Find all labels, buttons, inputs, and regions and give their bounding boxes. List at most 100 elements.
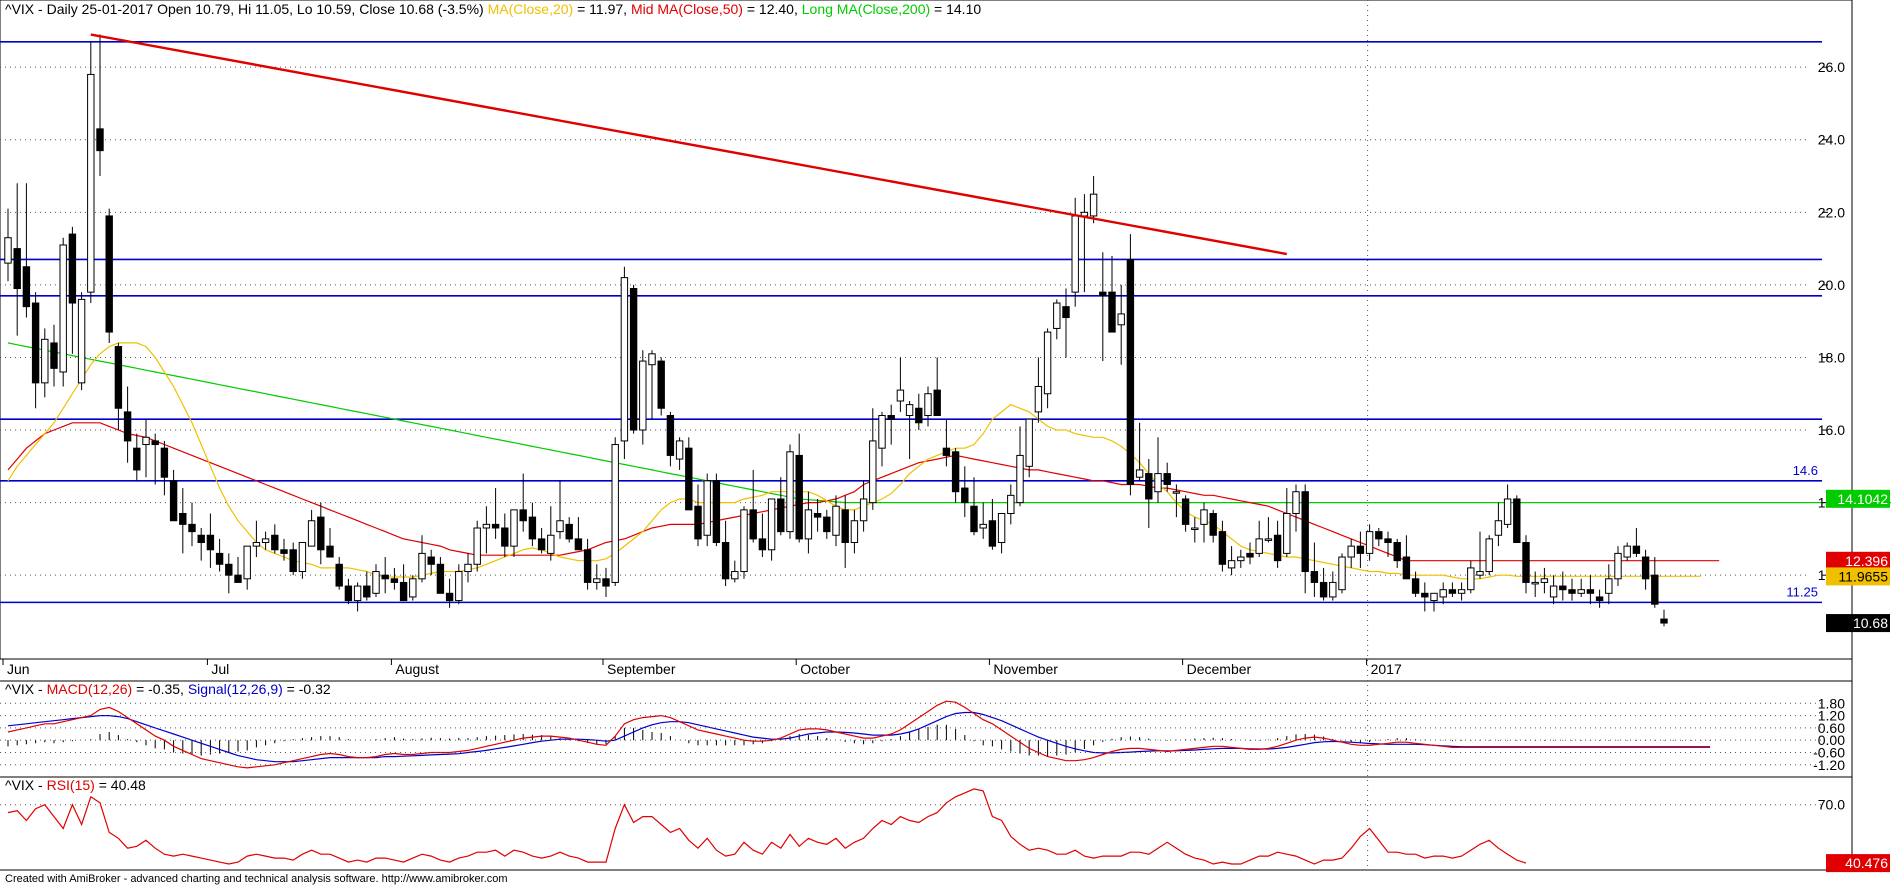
candle-body	[1568, 589, 1576, 594]
candle-body	[528, 516, 537, 540]
candle-body	[363, 585, 371, 598]
candle-body	[399, 581, 408, 602]
candle-body	[77, 298, 86, 384]
candle-body	[777, 498, 785, 533]
y-tick-label: 20.0	[1818, 277, 1845, 293]
candle-body	[537, 538, 546, 551]
candle-body	[445, 592, 454, 602]
candle-body	[1154, 473, 1162, 493]
y-tick-label: 18.0	[1818, 349, 1845, 365]
candle-body	[970, 505, 978, 533]
macd-tick-label: 0.60	[1818, 720, 1845, 736]
candle-body	[1411, 578, 1420, 594]
candle-body	[721, 542, 730, 580]
ma200-label: Long MA(Close,200)	[801, 1, 931, 17]
candle-body	[731, 571, 739, 580]
candle-body	[685, 447, 693, 511]
macd-tick-label: 1.80	[1818, 695, 1845, 711]
candle-body	[565, 523, 573, 540]
candle-body	[1099, 291, 1107, 297]
candle-body	[574, 538, 583, 551]
candle-body	[1605, 578, 1613, 594]
rsi-pane: 70.0 40.476	[0, 788, 1890, 873]
rsi-tick-label: 70.0	[1818, 797, 1845, 813]
candle-body	[1439, 589, 1447, 598]
candle-body	[1586, 589, 1595, 594]
candle-body	[1237, 556, 1245, 562]
rsi-value: = 40.48	[94, 777, 146, 793]
candle-body	[31, 302, 40, 384]
candle-body	[381, 574, 389, 580]
candle-body	[1283, 512, 1291, 554]
month-label: December	[1187, 661, 1252, 677]
price-header-symbol: ^VIX	[5, 1, 35, 17]
trendline-line	[90, 33, 1288, 256]
candle-body	[1540, 578, 1549, 583]
candle-body	[1062, 306, 1070, 319]
macd-tick-label: -0.60	[1813, 744, 1845, 760]
candle-body	[1108, 291, 1116, 333]
candle-body	[1310, 571, 1319, 583]
candle-body	[832, 505, 840, 536]
candle-body	[1329, 581, 1337, 598]
candle-body	[188, 523, 196, 533]
candle-body	[758, 538, 767, 551]
candle-body	[1430, 592, 1438, 602]
candle-body	[1007, 494, 1015, 514]
candle-body	[786, 451, 794, 533]
candle-body	[859, 498, 868, 522]
candle-body	[933, 389, 941, 417]
candle-body	[519, 509, 527, 522]
candle-body	[547, 534, 555, 554]
month-label: Jun	[7, 661, 30, 677]
candle-body	[1218, 531, 1227, 565]
month-label: 2017	[1371, 661, 1402, 677]
candle-body	[767, 498, 776, 551]
candle-body	[942, 447, 951, 456]
candle-body	[123, 411, 132, 442]
candle-body	[1163, 473, 1171, 485]
macd-value: = -0.35,	[132, 681, 188, 697]
candle-body	[427, 556, 435, 565]
candle-body	[133, 447, 141, 471]
candle-body	[59, 244, 67, 373]
candle-body	[261, 538, 270, 544]
value-badge	[1826, 614, 1890, 633]
candle-body	[1614, 552, 1622, 580]
candle-body	[804, 509, 813, 540]
candle-body	[482, 523, 491, 529]
candle-body	[353, 585, 362, 602]
candle-body	[740, 509, 748, 573]
candle-body	[915, 407, 923, 424]
candle-body	[712, 480, 721, 544]
candle-body	[1476, 571, 1484, 576]
trendline	[90, 33, 1288, 256]
candle-body	[243, 545, 251, 580]
candle-body	[1191, 527, 1199, 530]
candle-body	[666, 415, 675, 456]
candle-body	[1246, 552, 1254, 558]
candle-body	[1457, 589, 1466, 594]
candle-body	[1264, 538, 1273, 541]
candle-body	[289, 549, 297, 573]
rsi-label: RSI(15)	[46, 777, 95, 793]
y-tick-label: 22.0	[1818, 204, 1845, 220]
rsi-header-sep: -	[34, 777, 47, 793]
candle-body	[1301, 491, 1309, 573]
candle-body	[50, 342, 58, 369]
candle-body	[225, 563, 233, 576]
candle-body	[629, 288, 638, 431]
candlesticks	[4, 34, 1668, 627]
candle-body	[491, 523, 500, 529]
macd-tick-label: -1.20	[1813, 757, 1845, 773]
candle-body	[1200, 509, 1208, 525]
candle-body	[1145, 473, 1153, 500]
ma200-line	[7, 342, 1891, 504]
candle-body	[1356, 545, 1365, 554]
candle-body	[1632, 545, 1641, 554]
level-label: 11.25	[1786, 584, 1818, 599]
signal-value: = -0.32	[282, 681, 331, 697]
candle-body	[1016, 454, 1024, 504]
candle-body	[252, 542, 261, 547]
price-header: ^VIX - Daily 25-01-2017 Open 10.79, Hi 1…	[5, 1, 981, 17]
